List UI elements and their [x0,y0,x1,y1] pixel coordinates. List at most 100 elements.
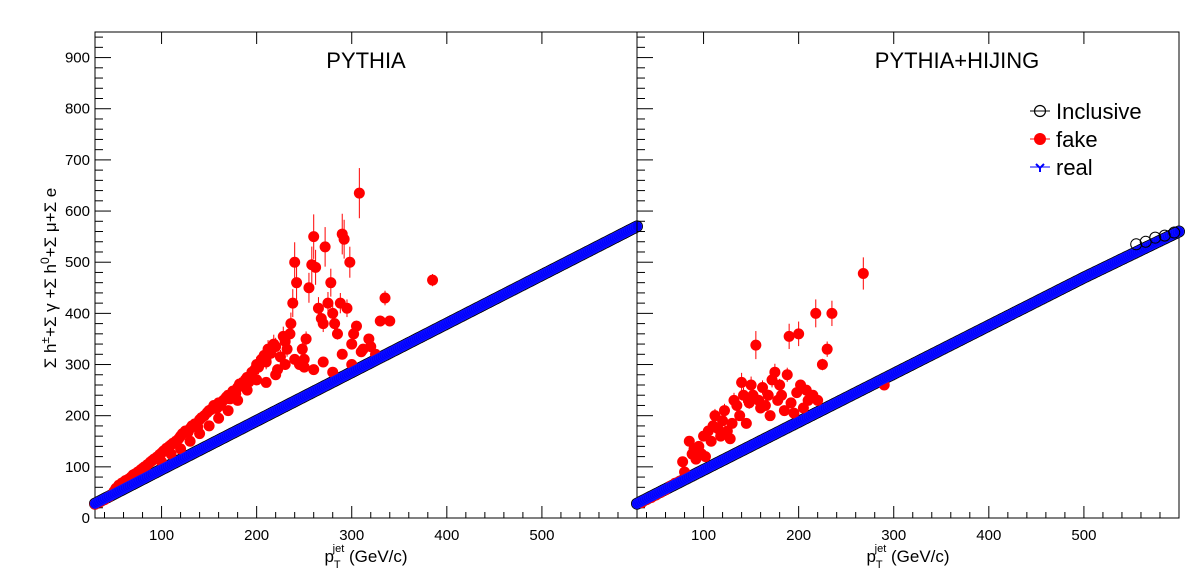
fake-point [317,318,329,330]
fake-point [298,361,310,373]
fake-point [203,420,215,432]
fake-point [785,397,797,409]
panel-pythia-hijing: 100 200 300 400 500 PYTHIA+HIJING pTjet (GeV… [631,31,1185,571]
fake-point [308,231,320,243]
fake-point [291,277,303,289]
fake-point [284,328,296,340]
y-tick-label: 400 [65,305,90,322]
x-tick-label: 200 [244,527,269,544]
fake-point [788,407,800,419]
legend-label: Inclusive [1056,99,1142,124]
fake-point [757,382,769,394]
fake-point [774,379,786,391]
fake-point [285,318,297,330]
fake-point [341,302,353,314]
fake-point [296,343,308,355]
inclusive-point [1130,238,1143,251]
fake-point [310,261,322,273]
fake-point [699,451,711,463]
y-tick-label: 900 [65,50,90,67]
x-axis-ticks: 100 200 300 400 500 [104,32,619,544]
fake-point [759,399,771,411]
fake-point [781,369,793,381]
inclusive-point [1149,231,1162,244]
y-tick-label: 300 [65,357,90,374]
fake-point [826,307,838,319]
fake-point [175,443,187,455]
fake-point [355,346,367,358]
y-tick-label: 600 [65,203,90,220]
legend-marker-open-circle [1033,104,1047,118]
data-marks [631,225,1185,510]
y-tick-label: 800 [65,101,90,118]
x-tick-label: 300 [881,527,906,544]
fake-point [325,277,337,289]
fake-point [308,364,320,376]
fake-point [241,384,253,396]
x-tick-label: 200 [786,527,811,544]
inclusive-point [1168,226,1181,239]
fake-point [319,241,331,253]
fake-point [427,274,439,286]
legend-entry: Inclusive [1030,99,1142,124]
fake-point [300,333,312,345]
fake-point [677,456,689,468]
fake-point [287,297,299,309]
fake-point [705,435,717,447]
legend-marker-filled-circle [1034,133,1046,145]
fake-point [783,330,795,342]
y-axis-ticks: 0 100 200 300 400 500 600 700 800 900 [65,36,111,527]
fake-point [764,410,776,422]
fake-point [213,412,225,424]
fake-point [731,399,743,411]
x-tick-label: 100 [691,527,716,544]
fake-point [281,343,293,355]
fake-point [336,348,348,360]
x-axis-ticks: 100 200 300 400 500 [646,32,1161,544]
legend-label: fake [1056,127,1098,152]
fake-point [260,376,272,388]
fake-point [776,389,788,401]
y-tick-label: 0 [82,510,90,527]
legend: Inclusive fake real [1030,99,1142,180]
x-tick-label: 300 [339,527,364,544]
y-tick-label: 200 [65,408,90,425]
fake-point [344,256,356,268]
fake-point [810,307,822,319]
fake-point [737,389,749,401]
fake-point [346,338,358,350]
fake-point [816,359,828,371]
fake-point [194,428,206,440]
fake-point [821,343,833,355]
fake-point [734,410,746,422]
fake-point [717,415,729,427]
plot-frame [636,31,1180,519]
fake-point [222,405,234,417]
legend-label: real [1056,155,1093,180]
fake-point [270,341,282,353]
fake-point [260,356,272,368]
fake-point [736,376,748,388]
y-axis-title: Σ h±+Σ γ +Σ h0+Σ μ+Σ e [38,188,60,369]
panel-pythia: 100 200 300 400 500 0 100 200 300 400 500 600 700 80… [65,31,643,571]
fake-point [857,267,869,279]
fake-point [762,389,774,401]
fake-point [350,320,362,332]
fake-point [312,302,324,314]
fake-point [812,394,824,406]
fake-point [778,405,790,417]
y-tick-label: 700 [65,152,90,169]
fake-point [769,366,781,378]
fake-point [317,356,329,368]
fake-point [750,339,762,351]
fake-point [745,379,757,391]
fake-point [303,282,315,294]
fake-point [365,341,377,353]
fake-point [298,353,310,365]
legend-marker-star [1035,163,1045,172]
fake-point [718,405,730,417]
fake-point [374,315,386,327]
panel-title: PYTHIA [326,48,406,73]
fake-point [184,435,196,447]
